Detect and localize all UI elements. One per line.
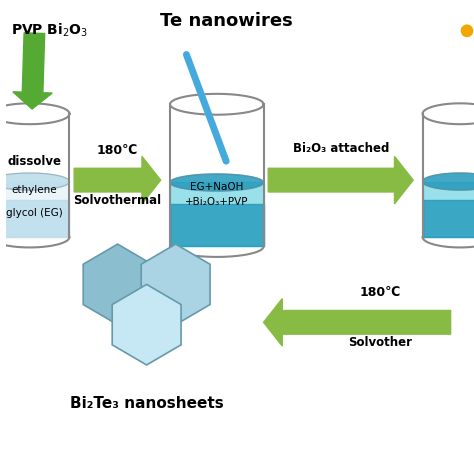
Text: Te nanowires: Te nanowires bbox=[160, 12, 292, 30]
Text: ethylene: ethylene bbox=[11, 184, 57, 195]
Polygon shape bbox=[422, 173, 474, 190]
Polygon shape bbox=[83, 244, 152, 325]
Polygon shape bbox=[170, 174, 264, 191]
Polygon shape bbox=[268, 156, 413, 204]
Text: 180℃: 180℃ bbox=[360, 286, 401, 299]
Text: Solvother: Solvother bbox=[348, 336, 412, 349]
Text: 180℃: 180℃ bbox=[97, 144, 138, 157]
Text: Bi₂O₃ attached: Bi₂O₃ attached bbox=[292, 142, 389, 155]
Circle shape bbox=[461, 25, 473, 36]
Polygon shape bbox=[13, 33, 52, 109]
Polygon shape bbox=[74, 156, 161, 204]
Polygon shape bbox=[141, 244, 210, 325]
Text: EG+NaOH
+Bi₂O₃+PVP: EG+NaOH +Bi₂O₃+PVP bbox=[185, 182, 248, 207]
Text: PVP Bi$_2$O$_3$: PVP Bi$_2$O$_3$ bbox=[11, 21, 88, 39]
Text: glycol (EG): glycol (EG) bbox=[6, 208, 63, 219]
Polygon shape bbox=[0, 173, 70, 190]
Text: dissolve: dissolve bbox=[8, 155, 62, 168]
Text: Bi₂Te₃ nanosheets: Bi₂Te₃ nanosheets bbox=[70, 396, 224, 410]
Polygon shape bbox=[264, 299, 451, 346]
Polygon shape bbox=[112, 284, 181, 365]
Text: Solvothermal: Solvothermal bbox=[73, 194, 162, 207]
